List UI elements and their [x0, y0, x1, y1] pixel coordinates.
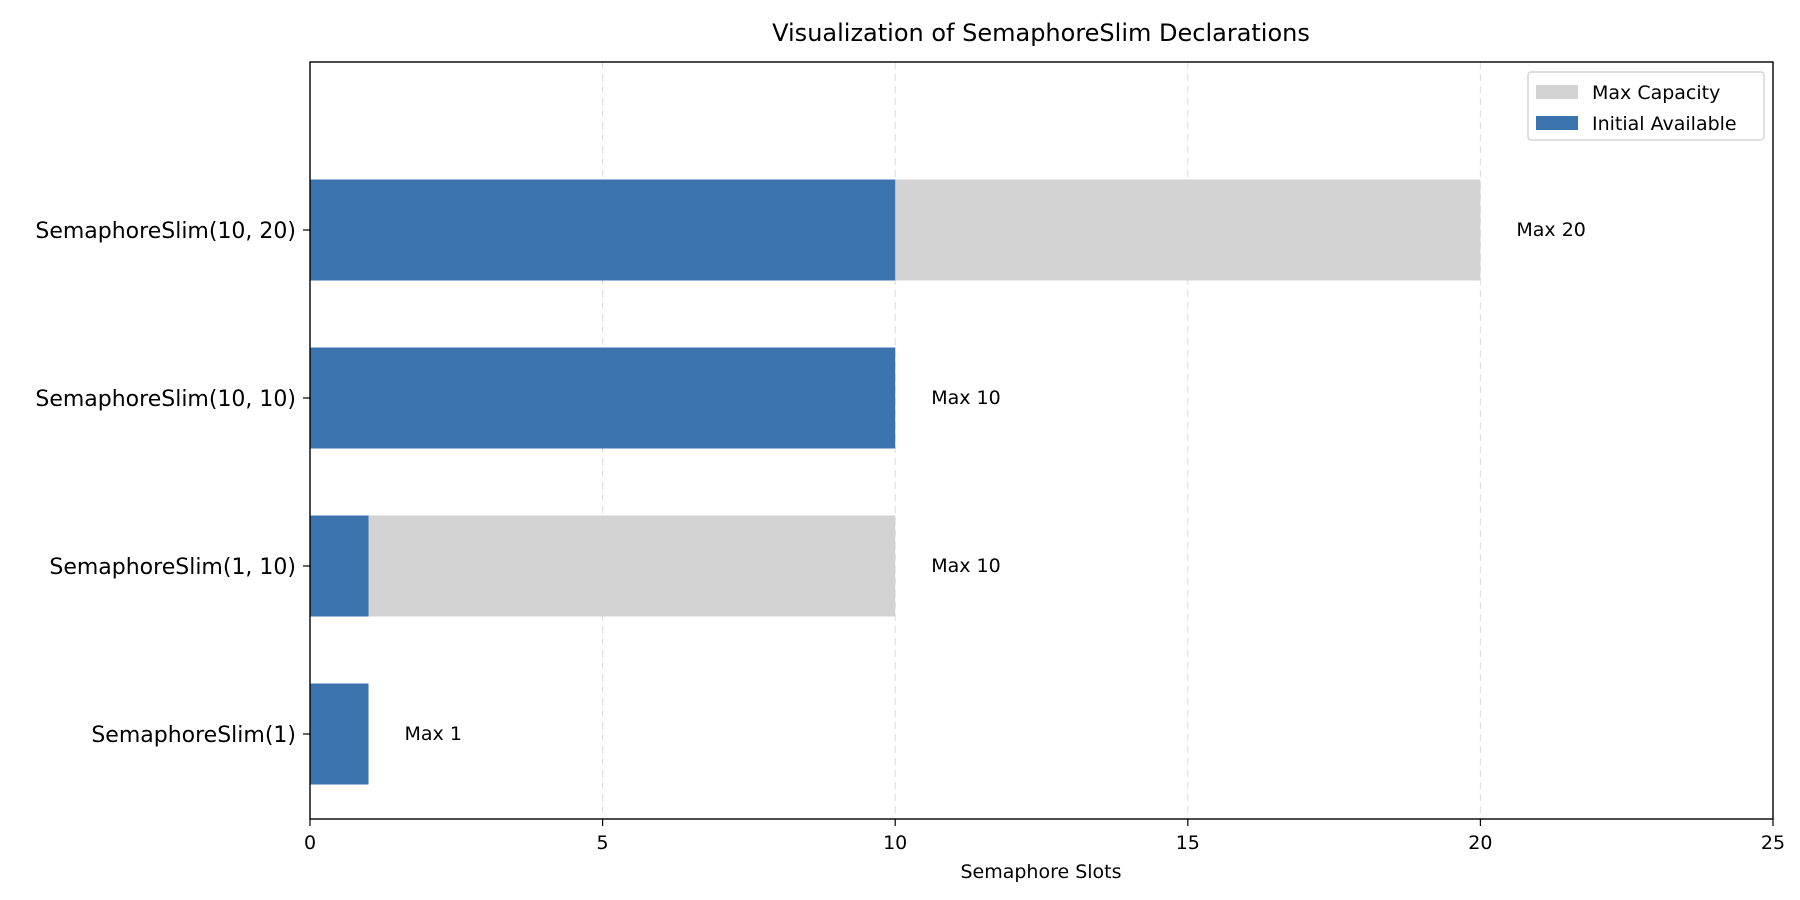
x-tick-label: 0	[304, 832, 316, 854]
x-tick-label: 15	[1176, 832, 1200, 854]
x-axis: 0 5 10 15 20 25	[304, 819, 1785, 854]
y-category-label: SemaphoreSlim(1)	[91, 723, 296, 748]
bar-initial-available	[310, 179, 896, 281]
bar-initial-available	[310, 347, 896, 449]
x-axis-title: Semaphore Slots	[960, 861, 1121, 883]
y-category-label: SemaphoreSlim(10, 10)	[35, 387, 296, 412]
legend-label: Max Capacity	[1592, 82, 1720, 104]
x-tick-label: 20	[1468, 832, 1492, 854]
bar-initial-available	[310, 683, 369, 785]
legend-swatch	[1536, 116, 1578, 130]
y-axis: SemaphoreSlim(10, 20) SemaphoreSlim(10, 1…	[35, 219, 310, 748]
x-tick-label: 5	[597, 832, 609, 854]
bars	[310, 179, 1481, 785]
legend-box	[1527, 71, 1765, 141]
y-category-label: SemaphoreSlim(1, 10)	[49, 555, 296, 580]
bar-data-label: Max 10	[931, 555, 1001, 577]
bar-data-label: Max 1	[405, 723, 462, 745]
x-tick-label: 25	[1761, 832, 1785, 854]
legend: Max Capacity Initial Available	[1527, 71, 1765, 141]
legend-label: Initial Available	[1592, 113, 1737, 135]
y-category-label: SemaphoreSlim(10, 20)	[35, 219, 296, 244]
legend-swatch	[1536, 85, 1578, 99]
x-tick-label: 10	[883, 832, 907, 854]
bar-initial-available	[310, 515, 369, 617]
bar-data-label: Max 20	[1516, 219, 1586, 241]
data-labels: Max 20 Max 10 Max 10 Max 1	[405, 219, 1586, 745]
plot-frame	[309, 61, 1774, 820]
bar-max-capacity	[310, 515, 896, 617]
bar-data-label: Max 10	[931, 387, 1001, 409]
chart-title: Visualization of SemaphoreSlim Declarati…	[772, 19, 1310, 47]
